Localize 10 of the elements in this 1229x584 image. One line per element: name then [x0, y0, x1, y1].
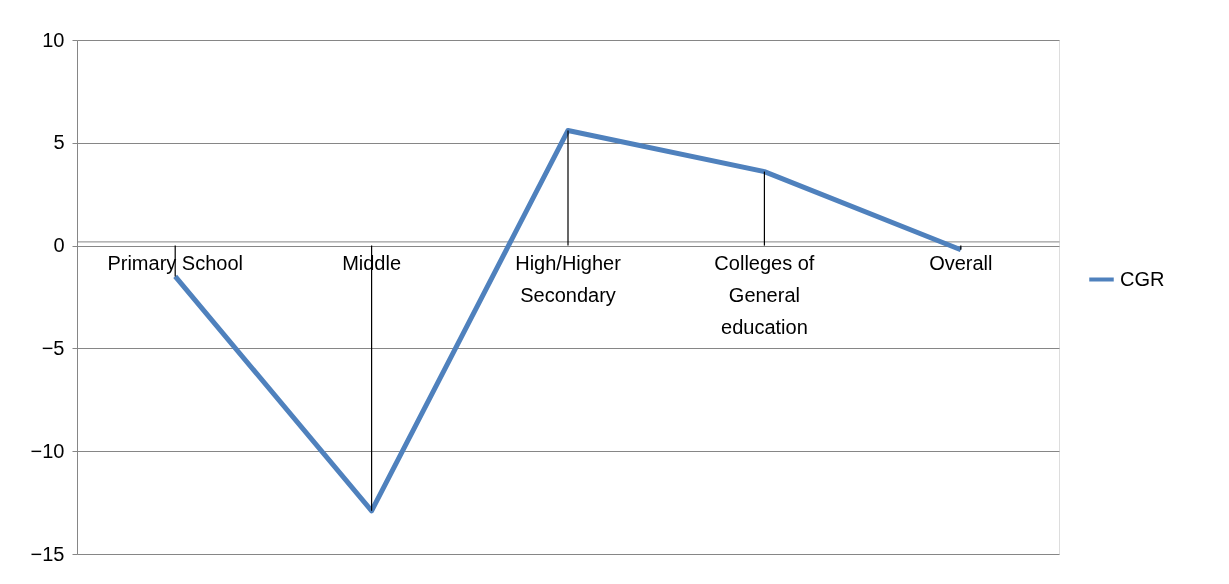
x-tick-label: High/Higher Secondary: [515, 251, 622, 306]
y-tick-label: 10: [42, 28, 65, 51]
legend-label: CGR: [1120, 267, 1165, 290]
y-tick-label: 5: [53, 131, 65, 154]
x-tick-label: Overall: [929, 251, 993, 274]
y-tick-label: −15: [30, 542, 65, 565]
y-tick-label: −10: [30, 439, 65, 462]
y-tick-label: 0: [53, 234, 65, 257]
x-tick-label: Colleges of General education: [714, 251, 815, 338]
y-tick-label: −5: [41, 336, 65, 359]
